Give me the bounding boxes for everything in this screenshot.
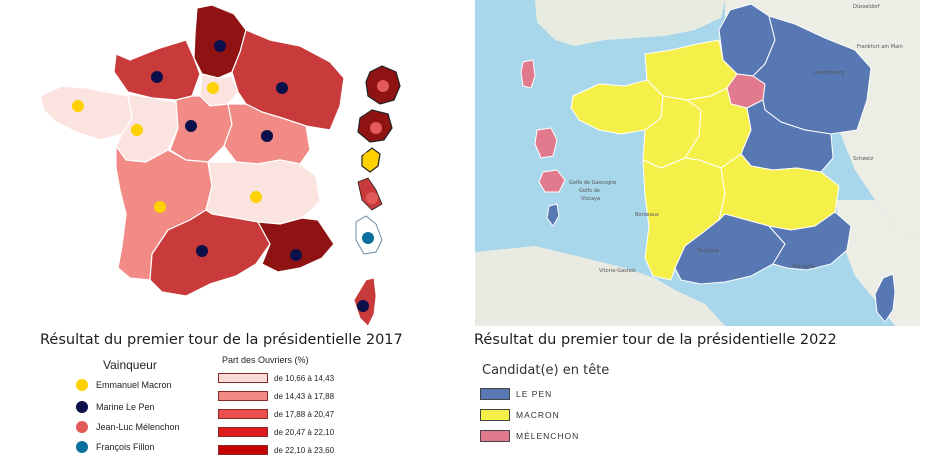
region-auvergne-rhone-alpes (205, 159, 321, 225)
marker-melenchon-reunion (366, 192, 378, 204)
land-benelux-germany (725, 0, 920, 240)
share-legend-item: de 22,10 à 23,60 (218, 445, 334, 455)
label-vitoria: Vitoria-Gasteiz (599, 268, 636, 274)
legend-swatch (218, 373, 268, 383)
candidate-legend-item: MACRON (480, 409, 560, 421)
region-normandie (113, 39, 201, 101)
legend-label: François Fillon (96, 442, 155, 452)
label-golfo: Golfo de (579, 188, 600, 194)
marker-fillon-mayotte (362, 232, 374, 244)
legend-swatch-macron (480, 409, 510, 421)
legend-label: Jean-Luc Mélenchon (96, 422, 180, 432)
marker-melenchon-guadeloupe (377, 80, 389, 92)
winner-legend-item: François Fillon (76, 441, 155, 453)
legend-swatch (218, 427, 268, 437)
winner-legend-item: Jean-Luc Mélenchon (76, 421, 180, 433)
france-map-2017 (39, 4, 401, 327)
label-bordeaux: Bordeaux (635, 212, 659, 218)
marker-macron-nouvelle-aquitaine (154, 201, 166, 213)
marker-macron-pays-de-la-loire (131, 124, 143, 136)
marker-macron-guyane (363, 152, 375, 164)
region-paca-2022 (768, 211, 852, 271)
legend-swatch-melenchon (480, 430, 510, 442)
label-toulouse: Toulouse (696, 248, 719, 254)
candidate-legend-item: LE PEN (480, 388, 552, 400)
marker-le-pen-hauts-de-france (214, 40, 226, 52)
overseas-4-2022 (546, 203, 560, 227)
marker-macron-bretagne (72, 100, 84, 112)
label-schweiz: Schweiz (853, 156, 874, 162)
legend-label: Marine Le Pen (96, 402, 155, 412)
label-dusseldorf: Düsseldorf (853, 4, 880, 10)
share-legend-item: de 17,88 à 20,47 (218, 409, 334, 419)
land-alps-italy (835, 200, 920, 326)
legend-label: de 17,88 à 20,47 (274, 409, 335, 419)
label-vizcaya: Vizcaya (581, 196, 600, 202)
legend-swatch (218, 445, 268, 455)
marker-macron-auvergne (250, 191, 262, 203)
marker-le-pen-corse (357, 300, 369, 312)
legend-label: de 22,10 à 23,60 (274, 445, 335, 455)
winner-legend-item: Emmanuel Macron (76, 379, 172, 391)
label-marseille: Marseille (793, 264, 815, 270)
corsica-2022 (874, 273, 896, 323)
marker-le-pen-grand-est (276, 82, 288, 94)
label-luxembourg: Luxembourg (813, 70, 844, 76)
legend-dot-fillon (76, 441, 88, 453)
overseas-2-2022 (534, 127, 558, 159)
region-centre-val-de-loire (169, 95, 233, 163)
overseas-3-2022 (538, 169, 566, 193)
marker-macron-ile-de-france (207, 82, 219, 94)
marker-le-pen-bourgogne (261, 130, 273, 142)
legend-dot-le-pen (76, 401, 88, 413)
winner-legend-item: Marine Le Pen (76, 401, 155, 413)
france-map-2022: Düsseldorf Frankfurt am Main Luxembourg … (475, 0, 920, 326)
candidate-legend-item: MÉLENCHON (480, 430, 579, 442)
marker-le-pen-occitanie (196, 245, 208, 257)
share-legend-item: de 14,43 à 17,88 (218, 391, 334, 401)
land-spain (475, 246, 725, 326)
share-legend-item: de 10,66 à 14,43 (218, 373, 334, 383)
label-golfe: Golfe de Gascogne (569, 180, 616, 186)
marker-le-pen-normandie (151, 71, 163, 83)
winner-legend-heading: Vainqueur (103, 358, 157, 372)
share-legend-heading: Part des Ouvriers (%) (222, 355, 309, 365)
legend-label: de 20,47 à 22,10 (274, 427, 335, 437)
legend-label: de 14,43 à 17,88 (274, 391, 335, 401)
map-panel-2017: Résultat du premier tour de la président… (0, 0, 470, 460)
legend-swatch (218, 409, 268, 419)
label-frankfurt: Frankfurt am Main (857, 44, 903, 50)
region-occitanie (149, 209, 271, 297)
legend-label: MACRON (516, 410, 560, 420)
marker-melenchon-martinique (370, 122, 382, 134)
map-title-2022: Résultat du premier tour de la président… (474, 332, 837, 348)
share-legend-item: de 20,47 à 22,10 (218, 427, 334, 437)
marker-le-pen-centre (185, 120, 197, 132)
legend-label: MÉLENCHON (516, 431, 580, 441)
land-england (535, 0, 725, 46)
map-panel-2022: Düsseldorf Frankfurt am Main Luxembourg … (470, 0, 950, 460)
legend-dot-macron (76, 379, 88, 391)
map-title-2017: Résultat du premier tour de la président… (40, 332, 403, 348)
legend-label: Emmanuel Macron (96, 380, 172, 390)
region-paca (257, 217, 335, 273)
legend-dot-melenchon (76, 421, 88, 433)
legend-swatch-le-pen (480, 388, 510, 400)
winner-markers-2017 (72, 40, 389, 312)
region-bretagne (39, 85, 133, 141)
legend-label: LE PEN (516, 389, 553, 399)
marker-le-pen-paca (290, 249, 302, 261)
overseas-1-2022 (520, 59, 536, 89)
candidate-legend-heading: Candidat(e) en tête (482, 363, 610, 378)
legend-label: de 10,66 à 14,43 (274, 373, 335, 383)
legend-swatch (218, 391, 268, 401)
